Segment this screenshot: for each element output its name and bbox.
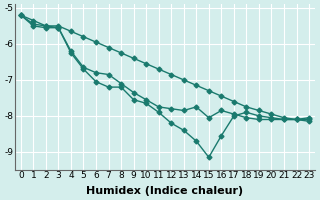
X-axis label: Humidex (Indice chaleur): Humidex (Indice chaleur) <box>86 186 244 196</box>
